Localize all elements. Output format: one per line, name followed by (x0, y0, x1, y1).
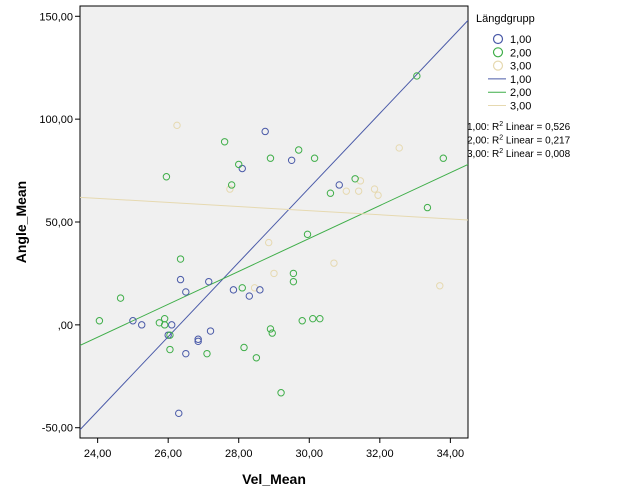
legend-marker-series-1 (492, 33, 504, 45)
r2-labels: 1,00: R2 Linear = 0,526 2,00: R2 Linear =… (467, 121, 571, 160)
data-point-series-3 (370, 185, 379, 193)
legend-marker-label: 2,00 (510, 47, 531, 59)
data-point-series-1 (168, 321, 176, 329)
fit-line-series-2 (80, 163, 468, 346)
data-point-series-1 (182, 288, 190, 296)
data-point-series-2 (220, 138, 229, 146)
plot-background (79, 5, 469, 439)
data-point-series-3 (354, 187, 363, 195)
legend-marker-series-2 (492, 47, 504, 58)
x-tick-label: 28,00 (225, 448, 253, 460)
legend: Längdgrupp 1,002,003,001,002,003,00 (476, 13, 535, 113)
data-point-series-2 (235, 160, 243, 169)
data-point-series-2 (166, 331, 174, 339)
legend-line-label: 3,00 (510, 101, 531, 113)
legend-line-label: 2,00 (510, 87, 531, 99)
legend-title: Längdgrupp (476, 13, 535, 25)
data-point-series-1 (205, 277, 213, 286)
y-tick-label: 150,00 (39, 11, 73, 23)
r2-label-series-3: 3,00: R2 Linear = 0,008 (467, 148, 571, 160)
fit-line-series-1 (80, 20, 468, 431)
data-point-series-1 (261, 127, 269, 136)
data-point-series-2 (203, 349, 211, 358)
plot-layer (80, 20, 468, 431)
data-point-series-2 (439, 154, 448, 162)
x-tick-label: 34,00 (437, 448, 465, 460)
data-point-series-2 (266, 325, 275, 333)
data-point-series-1 (256, 286, 264, 294)
data-point-series-2 (289, 277, 298, 286)
data-point-series-2 (238, 284, 246, 292)
data-point-series-3 (265, 238, 273, 247)
data-point-series-2 (289, 269, 298, 278)
data-point-series-1 (182, 349, 190, 358)
data-point-series-2 (227, 181, 236, 189)
data-point-series-2 (309, 314, 317, 323)
y-tick-label: 50,00 (45, 217, 73, 229)
data-point-series-2 (298, 317, 306, 325)
y-tick-label: ,00 (58, 320, 73, 332)
data-point-series-2 (266, 154, 275, 162)
data-point-series-2 (176, 255, 185, 263)
data-point-series-1 (287, 156, 296, 164)
data-point-series-3 (374, 191, 382, 199)
y-tick-label: 100,00 (39, 114, 73, 126)
data-point-series-3 (436, 282, 444, 290)
data-point-series-2 (277, 389, 285, 397)
data-point-series-1 (176, 275, 185, 284)
data-point-series-2 (116, 294, 125, 302)
data-point-series-2 (310, 154, 319, 162)
legend-marker-label: 1,00 (510, 34, 531, 46)
data-point-series-2 (162, 173, 171, 181)
data-point-series-2 (252, 354, 261, 362)
data-point-series-3 (330, 259, 338, 267)
fit-line-series-3 (80, 196, 468, 221)
x-tick-label: 30,00 (296, 448, 324, 460)
data-point-series-3 (173, 121, 181, 130)
data-point-series-1 (175, 409, 183, 418)
axes-layer: 24,00 26,00 28,00 30,00 32,00 34,00 -50,00 ,00 5… (39, 11, 464, 460)
data-point-series-3 (342, 187, 351, 195)
data-point-series-2 (326, 189, 335, 197)
x-axis-title: Vel_Mean (242, 471, 306, 487)
data-point-series-2 (351, 175, 359, 183)
r2-label-series-2: 2,00: R2 Linear = 0,217 (467, 135, 571, 147)
data-point-series-1 (129, 317, 137, 325)
data-point-series-2 (166, 345, 174, 354)
r2-label-series-1: 1,00: R2 Linear = 0,526 (467, 121, 571, 133)
legend-line-label: 1,00 (510, 74, 531, 86)
data-point-series-2 (95, 317, 104, 325)
data-point-series-3 (226, 185, 234, 193)
y-axis-title: Angle_Mean (13, 181, 29, 263)
data-point-series-2 (160, 314, 169, 323)
x-tick-label: 32,00 (366, 448, 394, 460)
legend-marker-label: 3,00 (510, 61, 531, 73)
data-point-series-2 (423, 203, 432, 212)
data-point-series-2 (303, 230, 312, 239)
x-tick-label: 26,00 (154, 448, 182, 460)
x-tick-label: 24,00 (84, 448, 112, 460)
data-point-series-1 (229, 286, 238, 294)
data-point-series-1 (194, 337, 202, 346)
data-point-series-1 (245, 292, 254, 300)
data-point-series-2 (294, 146, 303, 154)
data-point-series-3 (270, 269, 278, 278)
data-point-series-1 (194, 335, 202, 343)
data-point-series-2 (413, 72, 421, 80)
data-point-series-1 (206, 327, 215, 335)
y-tick-label: -50,00 (42, 423, 73, 435)
data-point-series-1 (335, 181, 343, 189)
data-point-series-2 (268, 329, 276, 337)
legend-marker-series-3 (492, 60, 504, 71)
data-point-series-3 (395, 144, 403, 152)
data-point-series-2 (316, 314, 324, 323)
data-point-series-2 (240, 343, 248, 352)
data-point-series-1 (138, 321, 146, 329)
